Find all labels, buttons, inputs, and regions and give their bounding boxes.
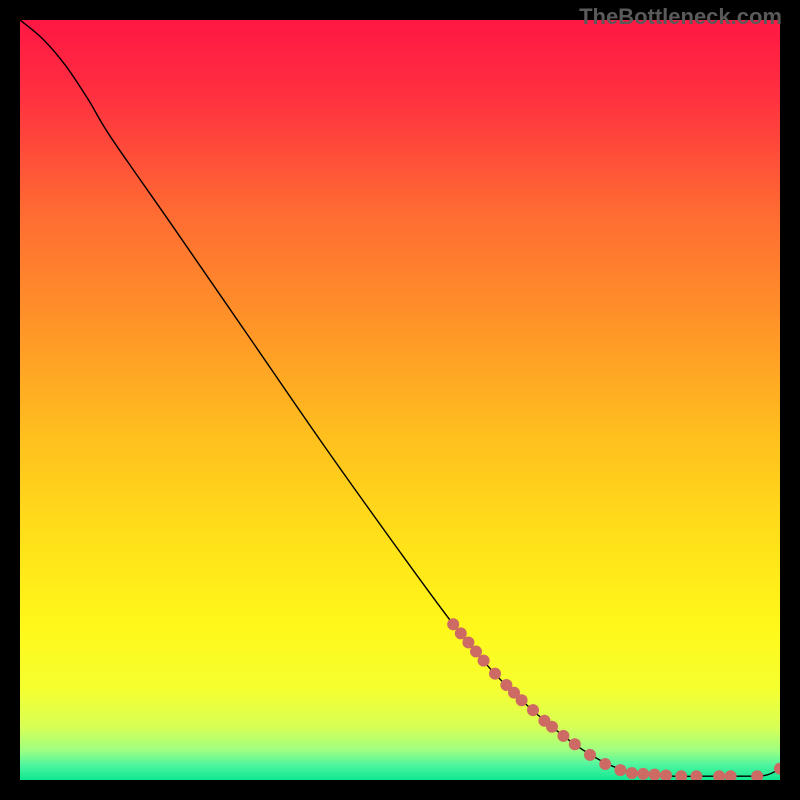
data-marker	[614, 764, 626, 776]
chart-container	[20, 20, 780, 780]
data-marker	[516, 694, 528, 706]
watermark-text: TheBottleneck.com	[579, 4, 782, 30]
data-marker	[584, 749, 596, 761]
data-marker	[557, 730, 569, 742]
data-marker	[626, 767, 638, 779]
data-marker	[527, 704, 539, 716]
data-marker	[569, 738, 581, 750]
data-marker	[489, 668, 501, 680]
data-marker	[546, 721, 558, 733]
data-marker	[478, 655, 490, 667]
bottleneck-chart	[20, 20, 780, 780]
gradient-background	[20, 20, 780, 780]
data-marker	[599, 758, 611, 770]
data-marker	[637, 768, 649, 780]
